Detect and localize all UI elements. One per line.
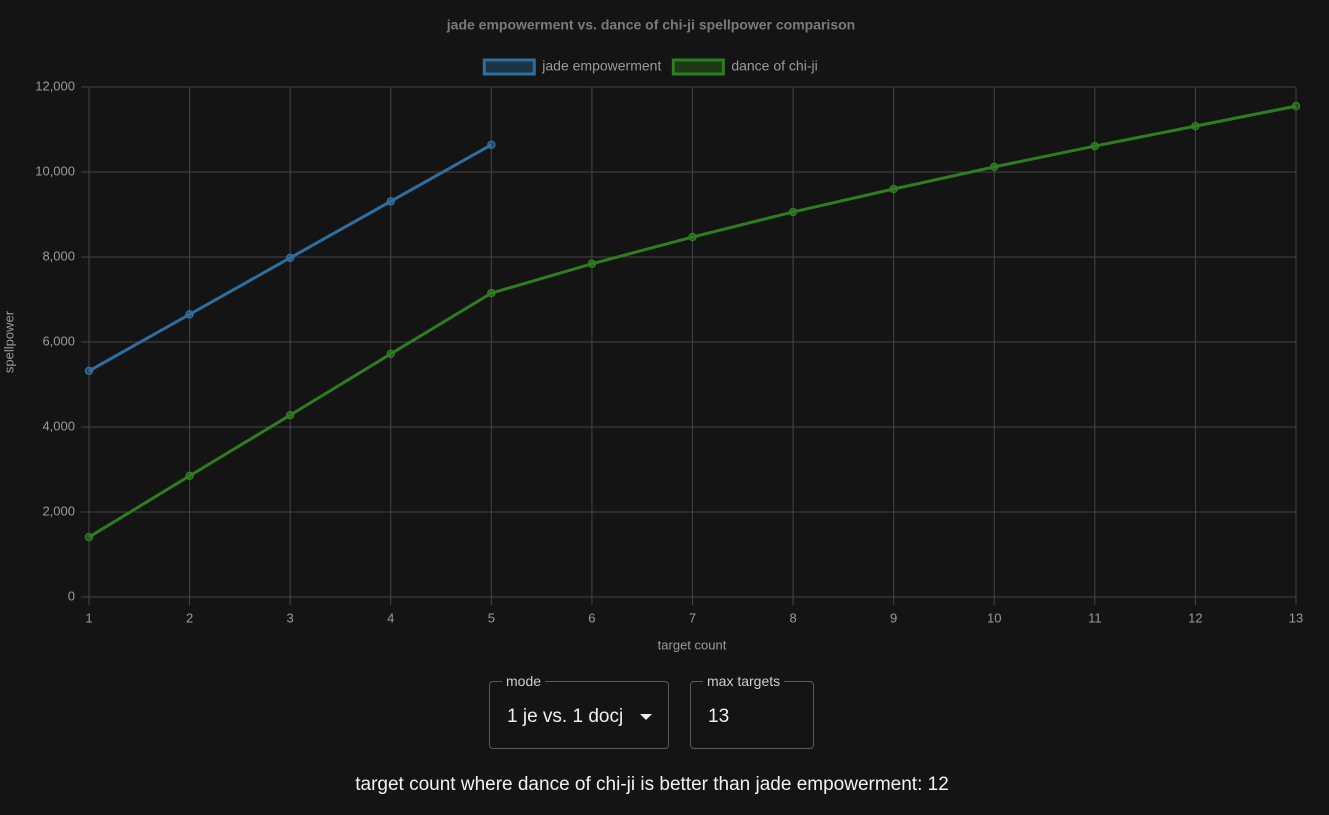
data-point: [1191, 121, 1200, 131]
y-tick-label: 6,000: [42, 333, 75, 348]
dropdown-caret: [640, 714, 652, 720]
data-point: [487, 140, 496, 150]
x-tick-label: 8: [789, 610, 796, 625]
data-point: [285, 253, 295, 263]
legend-label: dance of chi-ji: [731, 58, 817, 74]
y-tick-label: 4,000: [42, 418, 75, 433]
x-tick-label: 6: [588, 610, 595, 625]
y-tick-label: 8,000: [42, 248, 75, 263]
data-point: [84, 366, 94, 376]
data-point: [185, 310, 194, 319]
mode-value: 1 je vs. 1 docj: [507, 706, 624, 727]
data-point: [285, 410, 295, 420]
max-targets-label: max targets: [703, 673, 785, 689]
data-point: [688, 232, 697, 242]
x-tick-label: 12: [1188, 610, 1202, 625]
x-tick-label: 4: [387, 610, 394, 625]
x-tick-label: 13: [1289, 610, 1303, 625]
legend-swatch: [482, 58, 536, 76]
chart-title: jade empowerment vs. dance of chi-ji spe…: [446, 17, 855, 33]
y-tick-label: 12,000: [35, 78, 75, 93]
x-tick-label: 10: [987, 610, 1001, 625]
max-targets-input[interactable]: max targets 13: [690, 673, 814, 749]
data-point: [185, 471, 194, 481]
y-axis-label: spellpower: [1, 310, 16, 373]
mode-label: mode: [502, 673, 546, 689]
data-point: [788, 207, 798, 217]
x-tick-label: 2: [186, 610, 193, 625]
data-point: [487, 288, 496, 298]
x-axis-label: target count: [658, 637, 727, 652]
data-point: [84, 532, 94, 542]
result-text: target count where dance of chi-ji is be…: [355, 774, 949, 795]
y-tick-label: 10,000: [35, 163, 75, 178]
y-tick-label: 2,000: [42, 503, 75, 518]
x-tick-label: 5: [488, 610, 495, 625]
data-point: [386, 197, 395, 206]
x-tick-label: 1: [85, 610, 92, 625]
x-tick-label: 9: [890, 610, 897, 625]
x-tick-label: 11: [1088, 610, 1102, 625]
mode-select[interactable]: mode 1 je vs. 1 docj: [489, 673, 669, 749]
max-targets-value: 13: [708, 706, 730, 727]
legend-label: jade empowerment: [541, 58, 661, 74]
data-point: [1291, 101, 1301, 111]
data-point: [386, 349, 395, 359]
data-point: [889, 184, 898, 194]
data-point: [1090, 141, 1100, 151]
y-tick-label: 0: [68, 588, 75, 603]
x-tick-label: 7: [689, 610, 696, 625]
x-tick-label: 3: [287, 610, 294, 625]
legend-swatch: [671, 58, 725, 76]
data-point: [587, 259, 597, 269]
chart: jade empowerment vs. dance of chi-ji spe…: [1, 17, 1303, 653]
data-point: [990, 162, 999, 172]
